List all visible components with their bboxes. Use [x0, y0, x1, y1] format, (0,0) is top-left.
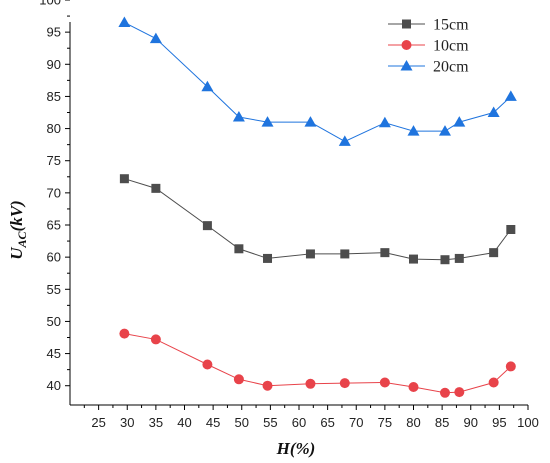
point-marker-triangle [232, 111, 245, 122]
point-marker-circle [262, 380, 273, 391]
y-tick-label: 40 [47, 378, 61, 393]
point-marker-circle [150, 334, 161, 345]
x-tick-label: 100 [517, 415, 539, 430]
point-marker-triangle [453, 116, 466, 127]
y-tick-label: 50 [47, 314, 61, 329]
y-tick-label: 90 [47, 57, 61, 72]
point-marker-circle [233, 374, 244, 385]
legend-item: 10cm [388, 38, 469, 55]
y-tick-label: 55 [47, 282, 61, 297]
legend-label: 10cm [433, 38, 469, 55]
x-tick-label: 35 [149, 415, 163, 430]
series-line [124, 333, 512, 394]
x-tick-label: 95 [492, 415, 506, 430]
point-marker-circle [202, 359, 213, 370]
point-marker-circle [408, 382, 419, 392]
series-10cm [119, 328, 516, 398]
legend-item: 20cm [388, 59, 469, 76]
x-tick-label: 75 [378, 415, 392, 430]
x-tick-label: 80 [406, 415, 420, 430]
point-marker-circle [119, 328, 130, 339]
point-marker-circle [401, 40, 412, 50]
point-marker-triangle [149, 32, 162, 44]
point-marker-triangle [261, 116, 274, 127]
point-marker-square [119, 174, 129, 184]
point-marker-square [263, 253, 273, 263]
point-marker-triangle [504, 90, 517, 101]
x-tick-label: 45 [206, 415, 220, 430]
y-axis-title: UAC(kV) [7, 200, 29, 259]
y-axis-title-main: U [7, 247, 26, 260]
point-marker-square [409, 254, 418, 264]
x-tick-label: 65 [320, 415, 334, 430]
point-marker-circle [505, 361, 516, 372]
point-marker-square [340, 249, 350, 259]
y-tick-label: 100 [39, 0, 61, 8]
legend-label: 15cm [433, 17, 469, 34]
point-marker-circle [379, 377, 390, 388]
point-marker-square [380, 248, 390, 258]
point-marker-square [440, 255, 450, 265]
y-tick-label: 85 [47, 89, 61, 104]
series-20cm [118, 16, 517, 146]
point-marker-triangle [438, 125, 451, 136]
point-marker-circle [439, 387, 450, 398]
point-marker-circle [454, 387, 465, 398]
point-marker-triangle [304, 116, 317, 127]
point-marker-triangle [400, 60, 413, 71]
series-layer [118, 16, 517, 398]
x-tick-label: 85 [435, 415, 449, 430]
series-line [124, 178, 512, 261]
point-marker-triangle [338, 135, 351, 146]
y-tick-label: 80 [47, 121, 61, 136]
point-marker-square [234, 244, 244, 254]
x-axis-title: H(%) [276, 439, 316, 458]
y-tick-label: 70 [47, 185, 61, 200]
point-marker-circle [339, 378, 350, 389]
point-marker-triangle [118, 16, 131, 27]
x-tick-label: 40 [177, 415, 191, 430]
x-tick-label: 25 [91, 415, 105, 430]
point-marker-circle [488, 377, 499, 388]
point-marker-square [202, 221, 212, 231]
x-tick-label: 70 [349, 415, 363, 430]
point-marker-square [489, 248, 499, 258]
y-tick-label: 65 [47, 218, 61, 233]
point-marker-triangle [378, 116, 391, 128]
x-tick-label: 30 [120, 415, 134, 430]
point-marker-triangle [407, 125, 420, 136]
y-axis-title-tail: (kV) [7, 200, 26, 231]
point-marker-square [454, 253, 464, 263]
point-marker-square [506, 225, 516, 234]
legend-label: 20cm [433, 59, 469, 76]
x-tick-label: 55 [263, 415, 277, 430]
x-tick-label: 90 [464, 415, 478, 430]
point-marker-circle [305, 378, 316, 389]
y-tick-label: 75 [47, 153, 61, 168]
axes: 40 45 50 55 60 65 70 75 80 85 90 95 100 25 30 35 40 45 50 5… [39, 0, 539, 430]
point-marker-square [305, 249, 315, 259]
series-15cm [119, 174, 516, 265]
point-marker-triangle [201, 80, 214, 92]
x-tick-label: 60 [292, 415, 306, 430]
x-tick-label: 50 [235, 415, 249, 430]
y-axis-title-sub: AC [15, 230, 29, 248]
point-marker-triangle [487, 106, 500, 117]
point-marker-square [402, 19, 411, 29]
legend: 15cm 10cm 20cm [388, 17, 469, 76]
y-tick-label: 95 [47, 25, 61, 40]
point-marker-square [151, 183, 161, 193]
y-tick-label: 60 [47, 250, 61, 265]
legend-item: 15cm [388, 17, 469, 34]
y-tick-label: 45 [47, 346, 61, 361]
